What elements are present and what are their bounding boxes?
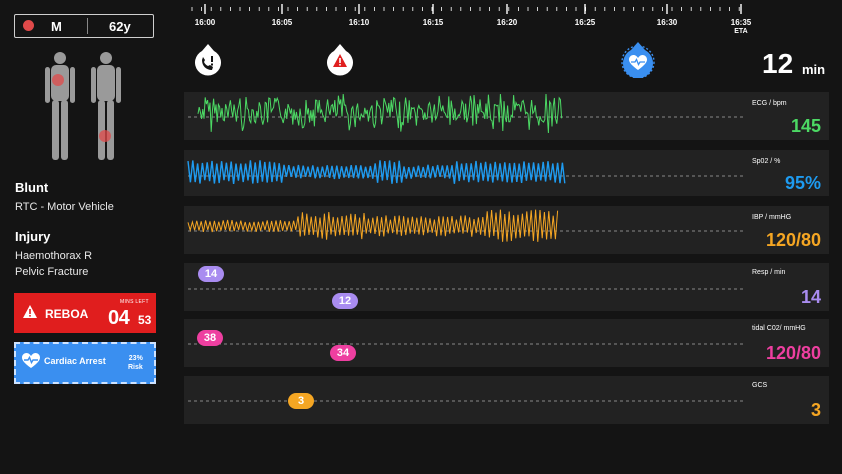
risk-percent: 23% xyxy=(128,355,143,362)
timeline-ruler[interactable] xyxy=(184,0,784,18)
warning-drop-icon[interactable] xyxy=(324,42,356,78)
ibp-waveform xyxy=(187,209,744,242)
resp-label: Resp / min xyxy=(752,269,786,276)
timeline-tick-label: 16:25 xyxy=(574,18,596,27)
reboa-label: REBOA xyxy=(45,307,89,321)
warning-icon xyxy=(23,305,37,318)
spo2-value: 95% xyxy=(784,173,821,193)
ibp-row[interactable]: IBP / mmHG 120/80 xyxy=(184,206,829,254)
patient-age: 62y xyxy=(109,19,131,34)
spo2-row[interactable]: Sp02 / % 95% xyxy=(184,150,829,196)
gcs-value: 3 xyxy=(810,400,821,420)
injury-item: Pelvic Fracture xyxy=(15,266,89,278)
ecg-label: ECG / bpm xyxy=(752,100,787,107)
record-indicator-icon xyxy=(23,20,34,31)
co2-row[interactable]: 38 34 tidal C02/ mmHG 120/80 xyxy=(184,319,829,367)
timeline-tick-label: 16:05 xyxy=(271,18,293,27)
body-diagram[interactable] xyxy=(42,50,124,168)
eta-unit: min xyxy=(802,62,826,77)
body-front-icon xyxy=(45,52,75,160)
ibp-label: IBP / mmHG xyxy=(752,214,792,221)
reboa-time-seconds: 53 xyxy=(138,313,152,327)
divider xyxy=(87,18,88,34)
resp-trend xyxy=(188,288,744,290)
spo2-waveform xyxy=(187,160,744,184)
resp-reading-bubble[interactable]: 12 xyxy=(332,293,358,309)
cardiac-arrest-label: Cardiac Arrest xyxy=(44,356,106,366)
co2-trend xyxy=(188,343,744,345)
co2-value: 120/80 xyxy=(765,343,821,363)
resp-row[interactable]: 14 12 Resp / min 14 xyxy=(184,263,829,311)
injury-marker-pelvis xyxy=(99,130,111,142)
gcs-label: GCS xyxy=(752,382,768,389)
timeline-tick-label: 16:30 xyxy=(656,18,678,27)
eta-value: 12 xyxy=(762,48,794,79)
resp-reading-bubble[interactable]: 14 xyxy=(198,266,224,282)
gcs-row[interactable]: 3 GCS 3 xyxy=(184,376,829,424)
timeline-tick-label: 16:15 xyxy=(422,18,444,27)
patient-header: M 62y xyxy=(14,14,154,38)
ecg-row[interactable]: ECG / bpm 145 xyxy=(184,92,829,140)
reboa-time-minutes: 04 xyxy=(108,307,130,329)
heart-pulse-icon xyxy=(22,353,40,368)
timeline-tick-label: 16:10 xyxy=(348,18,370,27)
resp-value: 14 xyxy=(800,287,821,307)
gcs-trend xyxy=(188,400,744,402)
cardiac-risk-value: 23% Risk xyxy=(128,354,143,372)
ibp-value: 120/80 xyxy=(765,230,821,250)
co2-label: tidal C02/ mmHG xyxy=(752,325,806,332)
reboa-card[interactable]: REBOA MINS LEFT 04 53 xyxy=(14,293,156,333)
mins-left-label: MINS LEFT xyxy=(120,299,149,305)
ecg-waveform xyxy=(188,93,744,134)
heart-badge-icon[interactable] xyxy=(620,40,656,78)
spo2-label: Sp02 / % xyxy=(752,158,781,165)
injury-marker-chest xyxy=(52,74,64,86)
cardiac-arrest-card[interactable]: Cardiac Arrest 23% Risk xyxy=(14,342,156,384)
gcs-reading-bubble[interactable]: 3 xyxy=(288,393,314,409)
eta-tick-label: ETA xyxy=(734,28,748,35)
timeline-tick-label: 16:00 xyxy=(194,18,216,27)
ecg-value: 145 xyxy=(790,116,821,136)
phone-alert-icon[interactable] xyxy=(192,42,224,78)
mechanism-detail: RTC - Motor Vehicle xyxy=(15,201,114,213)
injury-title: Injury xyxy=(15,229,51,244)
risk-label: Risk xyxy=(128,364,143,371)
timeline-tick-label: 16:35 xyxy=(730,18,752,27)
co2-reading-bubble[interactable]: 34 xyxy=(330,345,356,361)
mechanism-title: Blunt xyxy=(15,180,49,195)
timeline-tick-label: 16:20 xyxy=(496,18,518,27)
patient-sex: M xyxy=(51,19,62,34)
body-back-icon xyxy=(91,52,121,160)
injury-item: Haemothorax R xyxy=(15,250,93,262)
co2-reading-bubble[interactable]: 38 xyxy=(197,330,223,346)
